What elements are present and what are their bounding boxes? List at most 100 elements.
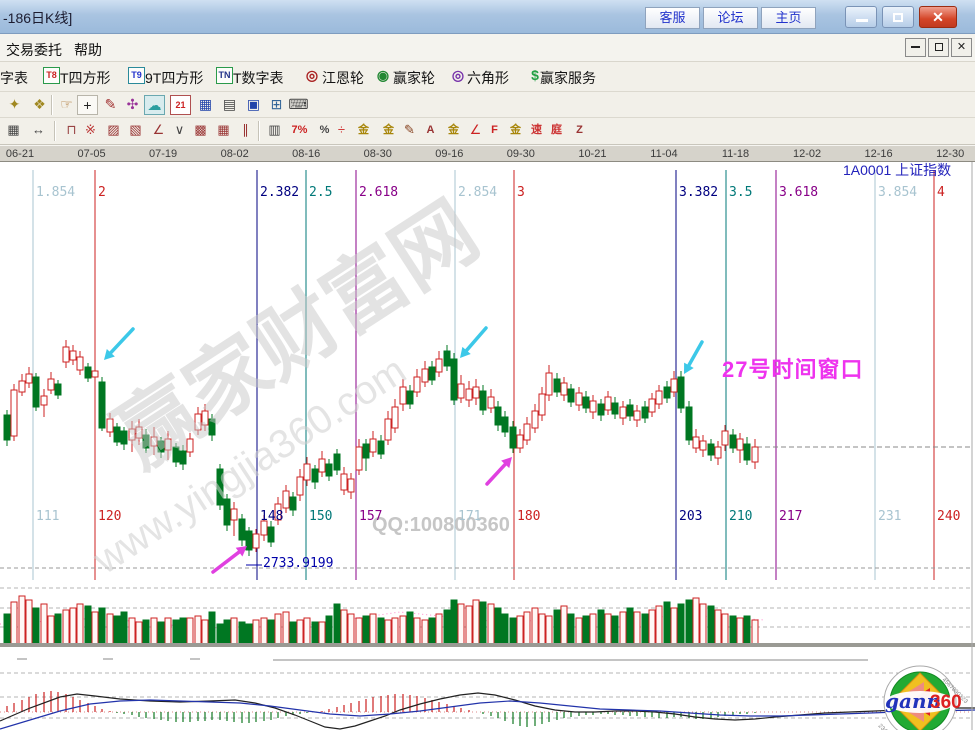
cyan-arrow-2 — [687, 340, 704, 368]
child-restore-button[interactable] — [928, 38, 949, 57]
date-label-07-19: 07-19 — [149, 148, 178, 160]
date-label-12-30: 12-30 — [936, 148, 965, 160]
grid-tool-icon[interactable]: ▩ — [194, 122, 207, 137]
speed-line-icon[interactable]: 速 — [531, 124, 542, 136]
box-tool-icon[interactable]: ⊓ — [66, 122, 77, 137]
date-label-10-21: 10-21 — [578, 148, 607, 160]
date-label-09-16: 09-16 — [435, 148, 464, 160]
toolbar-item-2[interactable]: T数字表 — [233, 70, 284, 86]
menu-help[interactable]: 帮助 — [74, 42, 102, 58]
main-toolbar: 数字表T8T四方形T99T四方形TNT数字表◎江恩轮◉赢家轮◎六角形$赢家服务 — [0, 62, 975, 92]
grid2-tool-icon[interactable]: ▦ — [217, 122, 230, 137]
minimize-icon — [856, 19, 868, 22]
cyan-arrow-1 — [464, 326, 488, 353]
toolbar-item-5[interactable]: 六角形 — [467, 70, 509, 86]
gann-square-icon[interactable]: ▧ — [129, 122, 142, 137]
window-title: -186日K线] — [3, 10, 73, 26]
toolbar1-icon-4: ◉ — [376, 67, 390, 83]
toolbar1-icon-3: ◎ — [305, 67, 319, 83]
angle2-icon[interactable]: ∠ — [469, 122, 482, 137]
toolbar-item-0[interactable]: T四方形 — [60, 70, 111, 86]
date-label-11-04: 11-04 — [650, 148, 678, 160]
golden-section-icon[interactable]: 金 — [510, 124, 521, 136]
gann360-logo: 4567890123 2345678 gann 360 — [877, 665, 969, 730]
date-label-08-30: 08-30 — [363, 148, 392, 160]
angle-line-icon[interactable]: ∠ — [152, 122, 165, 137]
printer-icon[interactable]: ⌨ — [288, 96, 309, 112]
titlebar-link-0[interactable]: 客服 — [645, 7, 700, 29]
golden-ratio-icon[interactable]: 金 — [358, 124, 369, 136]
toolbar1-icon-1: T9 — [128, 67, 145, 84]
fibonacci-icon[interactable]: F — [491, 124, 498, 136]
calculator-icon[interactable]: ▦ — [198, 96, 213, 112]
crosshair-tool-icon[interactable]: + — [77, 95, 98, 115]
notes-icon[interactable]: ▤ — [222, 96, 237, 112]
macd-dif-line — [0, 692, 975, 730]
gann-compass-icon[interactable]: ❖ — [33, 96, 46, 112]
volume-baseline — [0, 643, 975, 647]
date-label-08-02: 08-02 — [220, 148, 249, 160]
grid-numbers-icon[interactable]: ▦ — [7, 122, 20, 137]
brush-icon[interactable]: ✎ — [404, 122, 415, 137]
toolbar-item-1[interactable]: 9T四方形 — [145, 70, 204, 86]
calendar-icon[interactable]: 21 — [170, 95, 191, 115]
hand-tool-icon[interactable]: ☞ — [60, 96, 73, 112]
width-measure-icon[interactable]: ↔ — [32, 122, 45, 137]
export-icon[interactable]: ⊞ — [270, 96, 283, 112]
gann-tool-icon[interactable]: ✣ — [126, 96, 139, 112]
parallel-lines-icon[interactable]: ∥ — [242, 122, 249, 137]
macd-dea-line — [0, 699, 975, 730]
minimize-button[interactable] — [845, 6, 877, 28]
menu-bar: 交易委托 帮助 ✕ — [0, 34, 975, 62]
close-icon: ✕ — [932, 9, 944, 25]
toolbar-item-4[interactable]: 赢家轮 — [393, 70, 435, 86]
date-axis[interactable]: 06-21 07-05 07-19 08-02 08-16 08-30 09-16 09-30… — [0, 145, 975, 162]
toolbar1-icon-0: T8 — [43, 67, 60, 84]
close-button[interactable]: ✕ — [919, 6, 957, 28]
candlestick-series — [3, 340, 759, 556]
smart-analysis-icon[interactable]: ☁ — [144, 95, 165, 115]
price-bars-icon[interactable]: ▥ — [268, 122, 281, 137]
apex-tool-icon[interactable]: A — [426, 124, 435, 136]
menu-trade[interactable]: 交易委托 — [6, 42, 62, 58]
toolbar-separator — [51, 95, 53, 115]
gann-box-icon[interactable]: ▨ — [107, 122, 120, 137]
child-minimize-icon — [911, 46, 920, 48]
title-bar[interactable]: -186日K线] 客服 论坛 主页 ✕ — [0, 0, 975, 34]
child-minimize-button[interactable] — [905, 38, 926, 57]
titlebar-link-1[interactable]: 论坛 — [703, 7, 758, 29]
toolbar1-icon-5: ◎ — [451, 67, 465, 83]
restore-button[interactable] — [882, 6, 914, 28]
child-restore-icon — [934, 43, 943, 51]
court-tool-icon[interactable]: 庭 — [551, 124, 562, 136]
logo-text-gann: gann — [885, 689, 941, 713]
save-icon[interactable]: ▣ — [246, 96, 261, 112]
tools-toolbar: ✦ ❖ ☞ + ✎ ✣ ☁ 21 ▦ ▤ ▣ ⊞ ⌨ — [0, 92, 975, 118]
child-close-button[interactable]: ✕ — [951, 38, 972, 57]
volume-pane — [0, 587, 975, 647]
toolbar1-icon-2: TN — [216, 67, 233, 84]
trendline-tool-icon[interactable]: ✎ — [104, 96, 117, 112]
gann-star-icon[interactable]: ✦ — [8, 96, 21, 112]
percent7-icon[interactable]: 7% — [291, 124, 308, 136]
percent-lines-icon[interactable]: ÷ — [337, 122, 346, 137]
wave-tool-icon[interactable]: ∨ — [174, 122, 185, 137]
magenta-arrow-3 — [211, 550, 241, 574]
golden-line-icon[interactable]: 金 — [448, 124, 459, 136]
titlebar-link-2[interactable]: 主页 — [761, 7, 816, 29]
toolbar-item-digit-table[interactable]: 数字表 — [0, 70, 28, 86]
zigzag-icon[interactable]: Z — [576, 124, 583, 136]
date-label-07-05: 07-05 — [77, 148, 106, 160]
date-label-11-18: 11-18 — [721, 148, 750, 160]
toolbar-item-6[interactable]: 赢家服务 — [540, 70, 596, 86]
date-label-09-30: 09-30 — [506, 148, 535, 160]
fan-lines-icon[interactable]: ※ — [85, 122, 96, 137]
toolbar-item-3[interactable]: 江恩轮 — [322, 70, 364, 86]
golden-ratio2-icon[interactable]: 金 — [383, 124, 394, 136]
restore-icon — [893, 13, 903, 22]
date-label-08-16: 08-16 — [292, 148, 321, 160]
percent-icon[interactable]: % — [319, 124, 330, 136]
